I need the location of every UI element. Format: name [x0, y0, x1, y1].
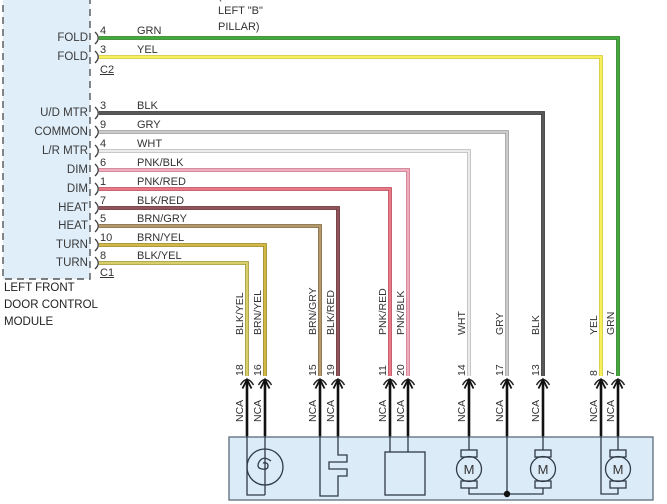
inline-connector-arrow — [402, 377, 414, 389]
wire-edge-YEL — [99, 55, 603, 376]
module-pin-bracket — [94, 106, 99, 120]
motor-letter: M — [613, 462, 624, 477]
inline-connector-arrow — [259, 377, 271, 389]
module-pin-bracket — [94, 50, 99, 64]
module-pin-bracket — [94, 125, 99, 139]
wire-edge-PNK-RED — [99, 187, 392, 376]
module-pin-bracket — [94, 219, 99, 233]
inline-connector-arrow — [314, 377, 326, 389]
inline-connector-arrow — [463, 377, 475, 389]
motor-letter: M — [538, 462, 549, 477]
yel-motor-loop — [600, 437, 619, 495]
wire-edge-BRN-GRY — [99, 224, 322, 376]
wire-edge-BLK-YEL — [99, 261, 249, 376]
inline-connector-arrow — [384, 377, 396, 389]
wire-edge-PNK-BLK — [99, 168, 410, 376]
wire-YEL — [99, 56, 602, 376]
module-pin-bracket — [94, 256, 99, 270]
wire-edge-BLK-RED — [99, 206, 340, 376]
wire-BRN-YEL — [99, 244, 266, 376]
inline-connector-arrow — [537, 377, 549, 389]
wire-WHT — [99, 150, 470, 376]
wire-BLK-RED — [99, 207, 339, 376]
inline-connector-arrow — [332, 377, 344, 389]
wire-BLK-YEL — [99, 262, 248, 376]
module-pin-bracket — [94, 182, 99, 196]
wire-GRN — [99, 37, 619, 376]
module-box — [2, 0, 91, 280]
lamp-symbol — [246, 448, 284, 486]
component-box — [228, 436, 654, 501]
wire-BRN-GRY — [99, 225, 321, 376]
module-pin-bracket — [94, 163, 99, 177]
wire-GRY — [99, 131, 508, 376]
module-pin-bracket — [94, 31, 99, 45]
module-pin-bracket — [94, 201, 99, 215]
wire-BLK — [99, 112, 544, 376]
square-component-leads — [389, 437, 409, 452]
inline-connector-arrow — [595, 377, 607, 389]
lamp-filament — [257, 457, 272, 470]
wire-PNK-RED — [99, 188, 391, 376]
heater-element-symbol — [319, 437, 348, 497]
inline-connector-arrow — [501, 377, 513, 389]
module-pin-bracket — [94, 238, 99, 252]
motor-letter: M — [464, 462, 475, 477]
module-pin-bracket — [94, 144, 99, 158]
inline-connector-arrow — [612, 377, 624, 389]
square-component-symbol — [384, 451, 426, 496]
inline-connector-arrow — [241, 377, 253, 389]
junction-dot — [503, 490, 511, 498]
wire-PNK-BLK — [99, 169, 409, 376]
